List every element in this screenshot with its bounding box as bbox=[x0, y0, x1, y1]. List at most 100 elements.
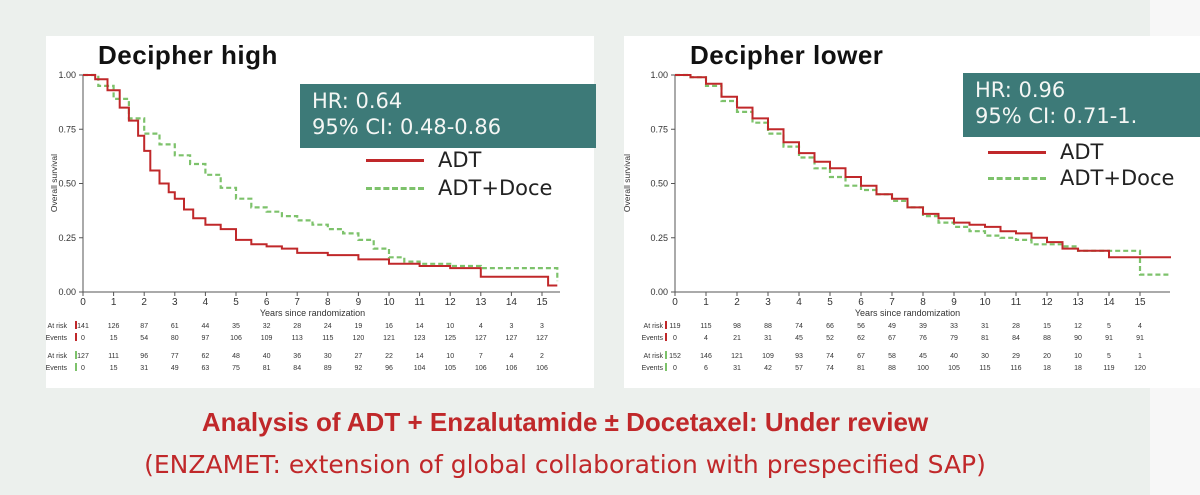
risk-table-cell: 75 bbox=[232, 365, 240, 372]
x-tick-label: 6 bbox=[858, 297, 864, 308]
x-tick-label: 4 bbox=[796, 297, 802, 308]
x-tick-label: 3 bbox=[172, 297, 178, 308]
right-chart-title: Decipher lower bbox=[690, 40, 884, 70]
x-tick-label: 15 bbox=[1134, 297, 1146, 308]
risk-table-cell: 115 bbox=[979, 365, 990, 372]
risk-row-label: At risk bbox=[644, 353, 664, 360]
risk-table-cell: 123 bbox=[414, 335, 426, 342]
x-tick-label: 7 bbox=[889, 297, 895, 308]
risk-table-cell: 10 bbox=[446, 353, 454, 360]
risk-table-cell: 119 bbox=[1103, 365, 1114, 372]
risk-table-cell: 84 bbox=[293, 365, 301, 372]
left-hr-box: HR: 0.64 95% CI: 0.48-0.86 bbox=[300, 84, 596, 148]
risk-table-cell: 106 bbox=[475, 365, 487, 372]
risk-table-cell: 121 bbox=[731, 353, 743, 360]
risk-table-cell: 31 bbox=[733, 365, 741, 372]
risk-row-marker bbox=[665, 363, 667, 371]
risk-table-cell: 0 bbox=[81, 365, 85, 372]
risk-table-cell: 49 bbox=[171, 365, 179, 372]
risk-table-cell: 54 bbox=[140, 335, 148, 342]
risk-row-marker bbox=[75, 333, 77, 341]
risk-table-cell: 120 bbox=[1134, 365, 1146, 372]
y-tick-label: 0.00 bbox=[58, 287, 76, 297]
risk-table-cell: 91 bbox=[1105, 335, 1113, 342]
x-tick-label: 12 bbox=[1041, 297, 1053, 308]
risk-table-cell: 119 bbox=[669, 323, 680, 330]
x-tick-label: 2 bbox=[734, 297, 740, 308]
risk-table-cell: 79 bbox=[950, 335, 958, 342]
risk-table-cell: 67 bbox=[857, 353, 865, 360]
x-tick-label: 3 bbox=[765, 297, 771, 308]
y-tick-label: 0.50 bbox=[650, 179, 668, 189]
risk-table-cell: 88 bbox=[888, 365, 896, 372]
risk-table-cell: 4 bbox=[704, 335, 708, 342]
risk-table-cell: 52 bbox=[826, 335, 834, 342]
x-tick-label: 5 bbox=[233, 297, 239, 308]
y-tick-label: 0.75 bbox=[650, 124, 668, 134]
risk-table-cell: 14 bbox=[416, 353, 424, 360]
risk-table-cell: 109 bbox=[261, 335, 273, 342]
risk-table-cell: 98 bbox=[733, 323, 741, 330]
series-line-adt-doce bbox=[675, 73, 1171, 276]
x-tick-label: 1 bbox=[703, 297, 709, 308]
right-hr-box: HR: 0.96 95% CI: 0.71-1. bbox=[963, 73, 1200, 137]
risk-table-cell: 141 bbox=[77, 323, 89, 330]
risk-table-cell: 18 bbox=[1074, 365, 1082, 372]
risk-table-cell: 10 bbox=[1074, 353, 1082, 360]
risk-table-cell: 87 bbox=[140, 323, 148, 330]
right-legend-doce-label: ADT+Doce bbox=[1060, 166, 1175, 190]
risk-table-cell: 81 bbox=[981, 335, 989, 342]
legend-solid-swatch bbox=[988, 150, 1046, 154]
risk-table-cell: 104 bbox=[414, 365, 426, 372]
risk-table-cell: 31 bbox=[981, 323, 989, 330]
risk-table-cell: 15 bbox=[1043, 323, 1051, 330]
left-hr-value: HR: 0.64 bbox=[312, 89, 403, 113]
risk-table-cell: 105 bbox=[948, 365, 960, 372]
x-tick-label: 7 bbox=[294, 297, 300, 308]
risk-row-label: At risk bbox=[644, 323, 664, 330]
risk-table-cell: 6 bbox=[704, 365, 708, 372]
y-tick-label: 1.00 bbox=[58, 70, 76, 80]
x-tick-label: 6 bbox=[264, 297, 270, 308]
risk-table-cell: 0 bbox=[81, 335, 85, 342]
left-legend-adt: ADT bbox=[366, 148, 481, 172]
risk-table-cell: 40 bbox=[950, 353, 958, 360]
risk-table-cell: 96 bbox=[385, 365, 393, 372]
risk-row-marker bbox=[665, 351, 667, 359]
risk-table-cell: 106 bbox=[536, 365, 548, 372]
risk-table-cell: 106 bbox=[506, 365, 518, 372]
x-tick-label: 11 bbox=[1011, 297, 1022, 308]
legend-solid-swatch bbox=[366, 158, 424, 162]
risk-table-cell: 127 bbox=[506, 335, 518, 342]
risk-table-cell: 77 bbox=[171, 353, 179, 360]
x-tick-label: 4 bbox=[203, 297, 209, 308]
y-axis-label: Overall survival bbox=[622, 154, 632, 212]
y-axis-label: Overall survival bbox=[49, 154, 59, 212]
risk-table-cell: 92 bbox=[355, 365, 363, 372]
left-legend-doce: ADT+Doce bbox=[366, 176, 552, 200]
x-tick-label: 14 bbox=[506, 297, 518, 308]
x-tick-label: 0 bbox=[672, 297, 678, 308]
risk-table-cell: 67 bbox=[888, 335, 896, 342]
risk-table-cell: 127 bbox=[475, 335, 487, 342]
risk-table-cell: 33 bbox=[950, 323, 958, 330]
risk-table-cell: 115 bbox=[700, 323, 711, 330]
risk-table-cell: 10 bbox=[446, 323, 454, 330]
risk-table-cell: 126 bbox=[108, 323, 120, 330]
risk-table-cell: 0 bbox=[673, 365, 677, 372]
risk-table-cell: 4 bbox=[479, 323, 483, 330]
left-legend-doce-label: ADT+Doce bbox=[438, 176, 553, 200]
risk-table-cell: 90 bbox=[1074, 335, 1082, 342]
risk-row-marker bbox=[665, 333, 667, 341]
risk-table-cell: 15 bbox=[110, 365, 118, 372]
x-tick-label: 12 bbox=[445, 297, 457, 308]
left-chart-title: Decipher high bbox=[98, 40, 278, 70]
risk-table-cell: 49 bbox=[888, 323, 896, 330]
risk-table-cell: 19 bbox=[355, 323, 363, 330]
risk-table-cell: 61 bbox=[171, 323, 179, 330]
footer-subline: (ENZAMET: extension of global collaborat… bbox=[144, 450, 986, 479]
risk-table-cell: 63 bbox=[202, 365, 210, 372]
risk-table-cell: 45 bbox=[919, 353, 927, 360]
